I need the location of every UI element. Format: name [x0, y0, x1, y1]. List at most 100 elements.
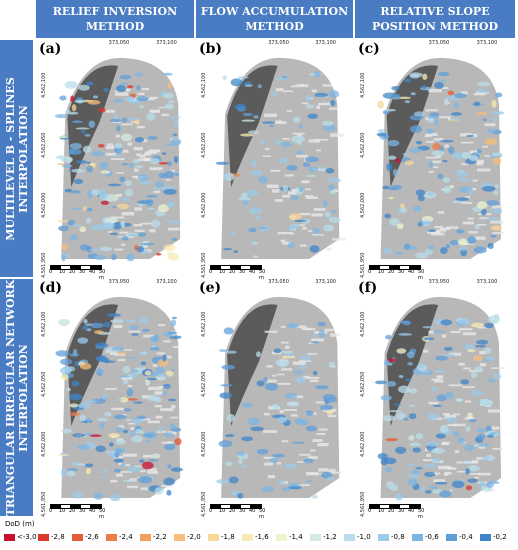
dod-change-patch: [103, 321, 111, 328]
legend-item: -1,8: [208, 532, 235, 542]
legend-label: -1,6: [255, 533, 269, 541]
legend-swatch: [4, 533, 15, 541]
dod-change-patch: [473, 101, 481, 107]
dod-change-patch: [167, 100, 175, 104]
terrain-texture: [301, 102, 309, 105]
terrain-texture: [138, 158, 151, 162]
terrain-texture: [490, 426, 500, 430]
hillshade-map: [376, 57, 505, 259]
dod-change-patch: [484, 138, 498, 145]
dod-change-patch: [452, 431, 460, 437]
terrain-texture: [436, 375, 444, 379]
dod-change-patch: [83, 319, 88, 324]
scale-bar-label: 30: [79, 508, 86, 514]
map-panel: (d) 373,050 373,100 4,562,100 4,562,050 4,562…: [36, 279, 194, 520]
terrain-texture: [328, 468, 336, 472]
dod-change-patch: [380, 394, 392, 401]
terrain-texture: [117, 425, 124, 429]
dod-change-patch: [476, 201, 488, 209]
scale-bar: 0 10 20 30 40 50 m: [209, 265, 270, 281]
terrain-texture: [462, 221, 474, 225]
terrain-texture: [288, 191, 297, 195]
legend-item: -0,6: [412, 532, 439, 542]
dod-change-patch: [126, 388, 134, 397]
row-header-line2: INTERPOLATION: [16, 104, 30, 213]
dod-change-patch: [403, 417, 409, 422]
dod-change-patch: [110, 319, 124, 324]
terrain-texture: [155, 415, 163, 419]
column-header-flow-accumulation: FLOW ACCUMULATION METHOD: [196, 0, 353, 38]
dod-change-patch: [412, 447, 421, 453]
panel-label: (b): [199, 41, 223, 57]
dod-change-patch: [434, 119, 439, 126]
terrain-texture: [474, 476, 479, 479]
legend-item: -2,4: [106, 532, 133, 542]
dod-change-patch: [60, 358, 73, 366]
dod-change-patch: [408, 147, 422, 154]
terrain-texture: [299, 244, 307, 247]
dod-change-patch: [492, 157, 502, 166]
dod-change-patch: [486, 200, 500, 206]
terrain-texture: [307, 456, 318, 459]
scale-bar-label: 0: [368, 508, 372, 514]
terrain-texture: [487, 409, 502, 413]
terrain-texture: [482, 145, 489, 148]
terrain-texture: [328, 471, 342, 474]
dod-change-patch: [250, 426, 265, 432]
terrain-texture: [111, 216, 125, 219]
dod-change-patch: [406, 478, 418, 486]
dod-change-patch: [120, 463, 126, 467]
dod-change-patch: [111, 254, 117, 261]
map-panel: (f) 373,050 373,100 4,562,100 4,562,050 4,562…: [355, 279, 515, 520]
dod-change-patch: [119, 396, 129, 403]
dod-change-patch: [114, 451, 120, 458]
scale-bar: 0 10 20 30 40 50 m: [49, 504, 110, 520]
terrain-texture: [431, 378, 442, 381]
dod-change-patch: [125, 96, 133, 100]
terrain-ridge: [227, 304, 278, 426]
dod-change-patch: [330, 99, 336, 107]
x-tick-label: 373,100: [476, 40, 498, 46]
terrain-texture: [160, 408, 174, 412]
terrain-texture: [316, 433, 326, 435]
dod-change-patch: [241, 465, 247, 468]
dod-change-patch: [72, 490, 84, 499]
dod-change-patch: [158, 427, 163, 433]
terrain-texture: [145, 151, 157, 154]
dod-change-patch: [170, 467, 183, 472]
dod-change-patch: [70, 95, 75, 102]
dod-change-patch: [99, 421, 105, 430]
terrain-texture: [104, 388, 117, 390]
terrain-texture: [447, 467, 457, 470]
dod-change-patch: [57, 135, 69, 139]
terrain-texture: [143, 454, 153, 458]
terrain-texture: [286, 110, 292, 113]
dod-change-patch: [428, 245, 435, 250]
dod-change-patch: [302, 162, 311, 168]
terrain-texture: [457, 470, 468, 473]
dod-change-patch: [495, 92, 503, 98]
dod-change-patch: [387, 139, 400, 147]
dod-change-patch: [458, 238, 468, 246]
dod-change-patch: [442, 159, 448, 163]
row-header-text: MULTILEVEL B - SPLINES INTERPOLATION: [4, 77, 30, 241]
terrain-texture: [295, 325, 307, 329]
terrain-texture: [115, 134, 120, 138]
legend-swatch: [38, 533, 49, 541]
dod-change-patch: [494, 184, 500, 189]
dod-change-patch: [457, 318, 471, 325]
scale-bar-label: 10: [59, 508, 66, 514]
dod-change-patch: [135, 428, 144, 434]
scale-bar-label: 10: [219, 508, 226, 514]
dod-change-patch: [150, 219, 161, 228]
dod-change-patch: [78, 402, 92, 409]
dod-change-patch: [157, 204, 170, 213]
dod-change-patch: [66, 387, 71, 392]
x-tick-label: 373,100: [156, 279, 177, 285]
dod-change-patch: [167, 116, 181, 119]
terrain-texture: [458, 362, 465, 366]
terrain-texture: [121, 212, 135, 216]
dod-change-patch: [286, 164, 298, 171]
dod-change-patch: [384, 467, 393, 473]
terrain-texture: [277, 382, 291, 385]
